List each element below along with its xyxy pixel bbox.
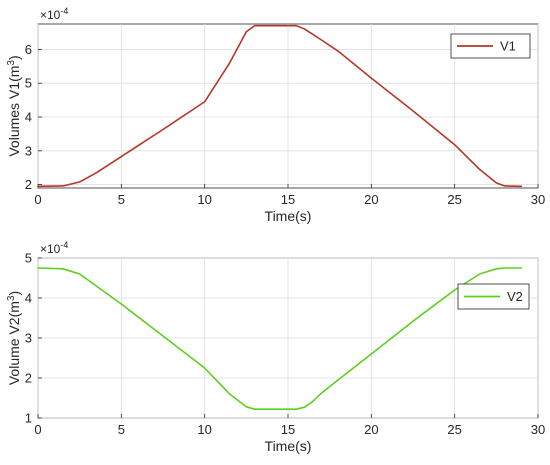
y-axis-label-sup: 3 xyxy=(6,60,17,66)
y-tick-label: 3 xyxy=(25,143,32,158)
x-tick-label: 5 xyxy=(118,192,125,207)
x-axis-label: Time(s) xyxy=(265,208,312,224)
series-line-v1 xyxy=(37,24,523,188)
x-tick-label: 20 xyxy=(364,192,378,207)
x-tick-label: 20 xyxy=(364,422,378,437)
x-tick-label: 10 xyxy=(197,422,211,437)
x-tick-label: 10 xyxy=(197,192,211,207)
x-tick-label: 25 xyxy=(447,422,461,437)
y-tick-label: 3 xyxy=(25,331,32,346)
x-tick-label: 30 xyxy=(531,192,545,207)
y-axis-label-sup: 3 xyxy=(6,295,17,301)
x-tick-label: 0 xyxy=(34,422,41,437)
x-tick-label: 15 xyxy=(281,192,295,207)
y-exponent-base: ×10 xyxy=(40,8,61,22)
x-tick-label: 25 xyxy=(447,192,461,207)
chart-1: 0 5 10 15 20 25 30 2 3 4 5 6 ×10-4 Time(s) Volumes V1(… xyxy=(6,6,545,224)
y-axis-label-close: ) xyxy=(6,55,22,60)
chart-2: 0 5 10 15 20 25 30 1 2 3 4 5 ×10-4 Time(s) Volume V2(m… xyxy=(6,240,545,454)
y-tick-label: 4 xyxy=(25,291,32,306)
x-tick-label: 30 xyxy=(531,422,545,437)
legend-label: V1 xyxy=(500,39,516,54)
y-axis-label: Volume V2(m3) xyxy=(6,291,22,385)
y-exponent-power: -4 xyxy=(60,6,68,16)
series-line-v2 xyxy=(37,267,523,411)
y-exponent-power: -4 xyxy=(60,240,68,250)
y-tick-label: 5 xyxy=(25,76,32,91)
y-axis-label-close: ) xyxy=(6,291,22,296)
y-axis-label: Volumes V1(m3) xyxy=(6,55,22,156)
y-axis-label-main: Volumes V1(m xyxy=(6,66,22,157)
y-tick-label: 1 xyxy=(25,411,32,426)
y-tick-label: 4 xyxy=(25,109,32,124)
y-tick-label: 2 xyxy=(25,371,32,386)
x-axis-label: Time(s) xyxy=(265,438,312,454)
y-exponent-base: ×10 xyxy=(40,242,61,256)
legend-label: V2 xyxy=(507,289,523,304)
y-tick-label: 2 xyxy=(25,177,32,192)
y-exponent-label: ×10-4 xyxy=(40,240,68,256)
y-exponent-label: ×10-4 xyxy=(40,6,68,22)
x-tick-label: 15 xyxy=(281,422,295,437)
x-tick-label: 0 xyxy=(34,192,41,207)
y-axis-label-main: Volume V2(m xyxy=(6,301,22,385)
y-tick-label: 6 xyxy=(25,42,32,57)
y-tick-label: 5 xyxy=(25,251,32,266)
x-tick-label: 5 xyxy=(118,422,125,437)
